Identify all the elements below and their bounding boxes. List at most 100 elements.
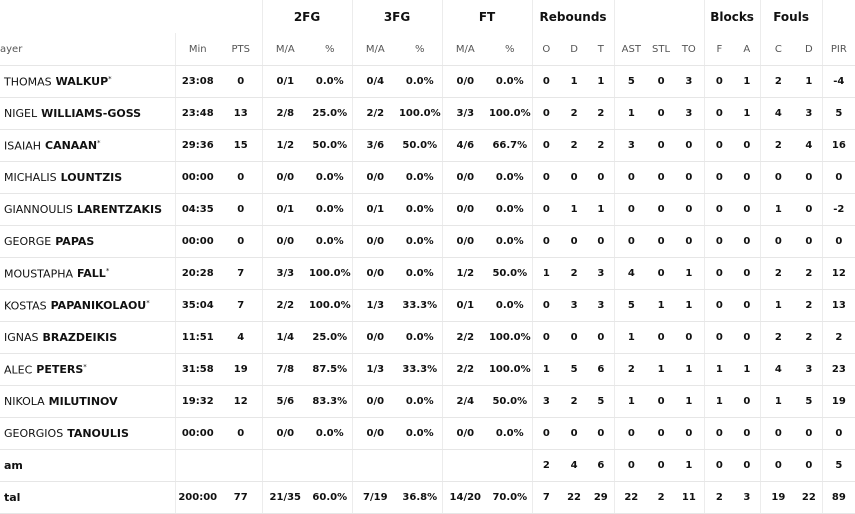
- stat-cell: 0: [532, 417, 561, 450]
- stat-cell: 23: [822, 353, 855, 386]
- stat-cell: 0: [734, 449, 761, 482]
- player-row: GIANNOULIS LARENTZAKIS 04:35 0 0/1 0.0% 0/1 0.0…: [0, 193, 855, 226]
- stat-cell: 1: [796, 65, 823, 98]
- stat-cell: 7/8: [262, 353, 309, 386]
- stat-cell: 3: [674, 65, 705, 98]
- stat-cell: 0: [760, 417, 797, 450]
- stat-cell: 0: [614, 193, 649, 226]
- stat-cell: 0.0%: [398, 321, 443, 354]
- stat-cell: 0: [822, 161, 855, 194]
- stat-cell: 1: [614, 321, 649, 354]
- column-header-row: ayer Min PTS M/A% M/A% M/A% O D T AST STL TO F A C D PIR: [0, 33, 855, 66]
- stat-cell: 0/0: [262, 161, 309, 194]
- column-header: PIR: [822, 33, 855, 66]
- stat-cell: 50.0%: [488, 385, 533, 418]
- stat-cell: 0: [220, 417, 263, 450]
- stat-cell: 35:04: [175, 289, 220, 322]
- empty-cell: [614, 0, 705, 33]
- stat-cell: 15: [220, 129, 263, 162]
- last-name: CANAAN: [45, 139, 98, 153]
- stat-cell: 0.0%: [398, 65, 443, 98]
- last-name: LARENTZAKIS: [76, 203, 163, 216]
- column-header: AST: [614, 33, 649, 66]
- stat-cell: 0: [796, 225, 823, 258]
- stat-cell: 1: [734, 97, 761, 130]
- stat-cell: 0: [532, 289, 561, 322]
- stat-cell: 3: [734, 481, 761, 514]
- stat-cell: 0.0%: [398, 161, 443, 194]
- stat-cell: 0/0: [442, 65, 489, 98]
- stat-cell: 0: [704, 97, 735, 130]
- stat-cell: 100.0%: [488, 97, 533, 130]
- stat-cell: 23:48: [175, 97, 220, 130]
- first-name: THOMAS: [4, 75, 52, 89]
- stat-cell: 0: [560, 161, 589, 194]
- stat-cell: 2: [796, 257, 823, 290]
- stat-cell: 0/1: [262, 193, 309, 226]
- player-row: NIKOLA MILUTINOV 19:32 12 5/6 83.3% 0/0 0.0% 2/4…: [0, 385, 855, 418]
- stat-cell: 0: [734, 193, 761, 226]
- stat-cell: 4: [760, 97, 797, 130]
- stat-cell: 0: [704, 225, 735, 258]
- stat-cell: 0: [796, 449, 823, 482]
- stat-cell: 1/2: [442, 257, 489, 290]
- stat-cell: 2: [760, 257, 797, 290]
- stat-cell: 0.0%: [398, 193, 443, 226]
- empty-cell: [398, 449, 443, 482]
- stat-cell: 0: [648, 65, 675, 98]
- stat-cell: 1: [532, 353, 561, 386]
- stat-cell: 0: [648, 321, 675, 354]
- player-cell: THOMAS WALKUP*: [0, 65, 176, 98]
- stat-cell: 1: [760, 193, 797, 226]
- stat-cell: 100.0%: [308, 257, 353, 290]
- stat-cell: 2: [648, 481, 675, 514]
- stat-cell: 0: [704, 449, 735, 482]
- stat-cell: 4: [560, 449, 589, 482]
- stat-cell: 00:00: [175, 225, 220, 258]
- stat-cell: 1: [760, 289, 797, 322]
- empty-cell: [308, 449, 353, 482]
- stat-cell: 0: [648, 449, 675, 482]
- stat-cell: 11:51: [175, 321, 220, 354]
- stat-cell: 0.0%: [398, 225, 443, 258]
- column-header: O: [532, 33, 561, 66]
- stat-cell: 0: [532, 97, 561, 130]
- stat-cell: 1: [532, 257, 561, 290]
- stat-cell: 1: [674, 257, 705, 290]
- stat-cell: 0: [648, 225, 675, 258]
- player-cell: IGNAS BRAZDEIKIS: [0, 321, 176, 354]
- stat-cell: 22: [614, 481, 649, 514]
- stat-cell: 0.0%: [398, 257, 443, 290]
- last-name: MILUTINOV: [48, 395, 118, 408]
- empty-cell: [442, 449, 489, 482]
- stat-cell: 2: [560, 257, 589, 290]
- stat-cell: 1: [560, 193, 589, 226]
- group-header: FT: [442, 0, 533, 33]
- stat-cell: 0: [704, 289, 735, 322]
- stat-cell: 0: [734, 257, 761, 290]
- group-header: Fouls: [760, 0, 823, 33]
- stat-cell: 83.3%: [308, 385, 353, 418]
- stat-cell: 12: [220, 385, 263, 418]
- stat-cell: 0: [734, 289, 761, 322]
- stat-cell: 1/4: [262, 321, 309, 354]
- stat-cell: 4: [614, 257, 649, 290]
- stat-cell: 2: [560, 129, 589, 162]
- column-header: %: [398, 33, 443, 66]
- stat-cell: 21/35: [262, 481, 309, 514]
- column-header: D: [796, 33, 823, 66]
- stat-cell: 00:00: [175, 161, 220, 194]
- stat-cell: 0: [614, 225, 649, 258]
- stat-cell: 3: [532, 385, 561, 418]
- last-name: BRAZDEIKIS: [42, 331, 118, 344]
- first-name: IGNAS: [4, 331, 39, 344]
- empty-cell: [352, 449, 399, 482]
- stat-cell: 0: [532, 225, 561, 258]
- stat-cell: 3: [588, 257, 615, 290]
- stat-cell: 100.0%: [398, 97, 443, 130]
- stat-cell: 0/1: [442, 289, 489, 322]
- first-name: MOUSTAPHA: [4, 267, 74, 281]
- column-header: ayer: [0, 33, 176, 66]
- stat-cell: 0.0%: [308, 65, 353, 98]
- stat-cell: 1: [674, 385, 705, 418]
